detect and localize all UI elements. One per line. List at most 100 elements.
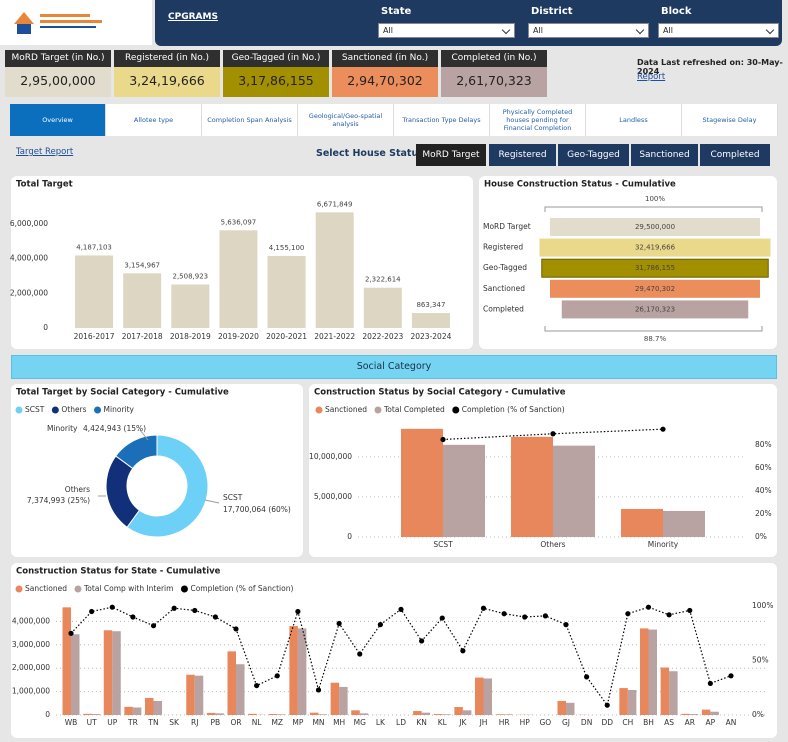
- chart-title: Total Target by Social Category - Cumula…: [16, 388, 229, 398]
- status-button[interactable]: Geo-Tagged: [558, 144, 629, 166]
- line-point: [336, 620, 342, 627]
- tab[interactable]: Geological/Geo-spatial analysis: [298, 104, 394, 136]
- bar: [442, 714, 451, 715]
- x-tick-label: GO: [540, 718, 552, 727]
- bar: [495, 714, 505, 715]
- legend-marker: [94, 406, 102, 414]
- x-tick-label: MP: [292, 718, 303, 727]
- x-tick-label: JK: [458, 718, 467, 727]
- bar: [363, 287, 402, 328]
- filter-dropdown[interactable]: All: [658, 23, 779, 38]
- line-point: [68, 630, 74, 636]
- x-tick-label: WB: [65, 718, 78, 727]
- value-label: 32,419,666: [635, 244, 676, 252]
- tab[interactable]: Overview: [10, 104, 106, 136]
- x-tick-label: UT: [87, 718, 97, 727]
- tick-label: 6,000,000: [10, 219, 48, 228]
- line-point: [398, 606, 404, 612]
- app-name[interactable]: CPGRAMS: [168, 12, 218, 22]
- x-tick-label: HP: [520, 718, 531, 727]
- bar: [710, 711, 719, 715]
- tab[interactable]: Stagewise Delay: [682, 104, 778, 136]
- chart-title: Construction Status by Social Category -…: [314, 388, 566, 398]
- x-tick-label: SCST: [433, 540, 453, 549]
- tab[interactable]: Completion Span Analysis: [202, 104, 298, 136]
- value-label: 29,500,000: [635, 223, 675, 231]
- bar: [639, 628, 649, 715]
- funnel-bar: [550, 279, 760, 298]
- bar: [206, 712, 216, 715]
- bar: [103, 630, 113, 715]
- bar: [215, 713, 224, 715]
- bar: [227, 651, 237, 715]
- value-label: 2,322,614: [365, 276, 401, 284]
- x-tick-label: OR: [230, 718, 241, 727]
- bar: [454, 707, 463, 715]
- bar: [315, 212, 354, 328]
- line-point: [460, 648, 466, 654]
- legend-label: Sanctioned: [25, 584, 67, 593]
- target-report-link[interactable]: Target Report: [16, 147, 74, 157]
- legend-label: Total Completed: [383, 405, 445, 414]
- tick-label: 10,000,000: [309, 452, 352, 461]
- tab[interactable]: Physically Completed houses pending for …: [490, 104, 586, 136]
- tick-label: 0: [45, 710, 50, 719]
- bar: [663, 510, 705, 537]
- value-label: 4,187,103: [76, 243, 112, 251]
- line-point: [625, 611, 631, 617]
- legend-marker: [51, 406, 59, 414]
- bar: [701, 709, 711, 715]
- tab[interactable]: Allotee type: [106, 104, 202, 136]
- bracket: [544, 326, 763, 332]
- tab[interactable]: Transaction Type Delays: [394, 104, 490, 136]
- x-tick-label: UP: [107, 718, 117, 727]
- category-label: Completed: [483, 304, 524, 313]
- line-point: [254, 682, 260, 689]
- line-point: [687, 607, 693, 614]
- bar: [330, 682, 340, 715]
- line-point: [480, 605, 487, 611]
- bar: [339, 686, 348, 715]
- x-tick-label: KL: [438, 718, 448, 727]
- annotation: 88.7%: [644, 335, 667, 343]
- value-label: 31,786,155: [635, 264, 675, 272]
- x-tick-label: RJ: [191, 718, 198, 727]
- kpi-label: Geo-Tagged (in No.): [223, 50, 329, 67]
- line-point: [501, 611, 507, 617]
- filter-dropdown[interactable]: All: [528, 23, 649, 38]
- bar: [71, 634, 80, 715]
- legend-label: Others: [61, 405, 86, 414]
- x-tick-label: LK: [376, 718, 386, 727]
- x-tick-label: 2017-2018: [122, 332, 163, 341]
- slice-value: 7,374,993 (25%): [27, 496, 90, 505]
- tick-label: 0%: [755, 532, 767, 541]
- tick-label: 20%: [755, 509, 772, 518]
- status-label: Select House Status:: [316, 148, 428, 159]
- bar: [621, 508, 663, 537]
- bar: [648, 629, 657, 715]
- line-point: [666, 612, 672, 618]
- status-button[interactable]: MoRD Target: [416, 144, 486, 166]
- status-button[interactable]: Completed: [700, 144, 770, 166]
- bar: [351, 710, 360, 715]
- value-label: 4,155,100: [269, 244, 305, 252]
- tab[interactable]: Landless: [586, 104, 682, 136]
- x-tick-label: MG: [354, 718, 366, 727]
- line-point: [660, 426, 666, 432]
- bar: [511, 436, 553, 537]
- funnel-bar: [541, 258, 769, 278]
- status-button[interactable]: Registered: [489, 144, 556, 166]
- x-tick-label: TN: [147, 718, 158, 727]
- status-button[interactable]: Sanctioned: [631, 144, 698, 166]
- line-point: [212, 614, 218, 620]
- bar: [689, 714, 699, 715]
- line-point: [315, 687, 322, 693]
- bar: [83, 713, 92, 715]
- report-link[interactable]: Report: [637, 72, 666, 82]
- filter-dropdown[interactable]: All: [378, 23, 515, 38]
- legend-label: Completion (% of Sanction): [190, 584, 293, 593]
- bar: [565, 702, 575, 715]
- line-point: [150, 623, 157, 629]
- bar: [194, 675, 204, 715]
- legend-marker: [15, 406, 23, 414]
